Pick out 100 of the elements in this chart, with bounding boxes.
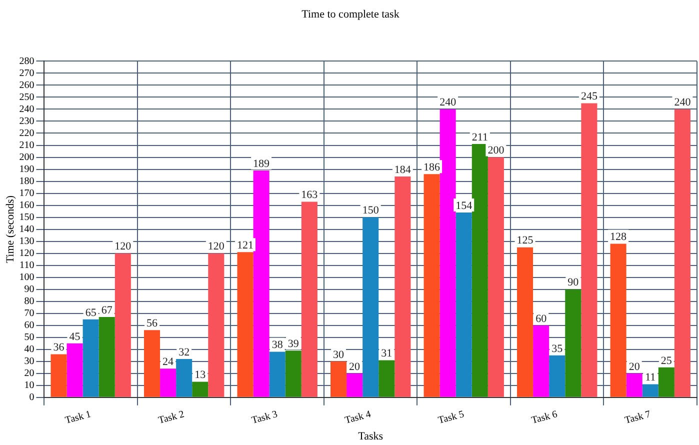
x-tick-label: Task 2 — [157, 409, 186, 426]
bar — [301, 202, 318, 397]
bar — [237, 252, 254, 397]
data-label: 211 — [472, 131, 488, 144]
y-tick-label: 70 — [24, 308, 34, 319]
x-tick-label: Task 6 — [530, 409, 559, 426]
bar — [269, 352, 286, 397]
data-label: 121 — [237, 240, 254, 252]
bar — [253, 170, 270, 397]
bar — [192, 382, 208, 397]
bar — [82, 319, 99, 397]
bar — [658, 367, 674, 397]
bar — [330, 361, 347, 397]
data-label: 240 — [440, 96, 457, 109]
x-tick-label: Task 5 — [437, 409, 466, 426]
data-label: 150 — [362, 204, 380, 217]
bar — [208, 253, 224, 397]
y-tick-label: 200 — [19, 152, 34, 163]
bar — [98, 316, 115, 397]
bar — [394, 176, 411, 397]
y-tick-label: 90 — [24, 284, 34, 295]
bar — [160, 368, 176, 397]
data-label: 186 — [424, 161, 441, 174]
chart-title: Time to complete task — [302, 8, 400, 20]
data-label: 154 — [456, 200, 473, 212]
data-label: 200 — [488, 144, 505, 157]
data-label: 20 — [628, 360, 640, 373]
bar — [488, 157, 504, 397]
y-tick-label: 40 — [24, 344, 34, 356]
data-label: 163 — [301, 189, 318, 202]
x-tick-label: Task 4 — [344, 409, 372, 426]
y-tick-label: 0 — [29, 392, 34, 404]
data-label: 184 — [394, 164, 412, 176]
bar — [346, 373, 363, 397]
data-label: 38 — [272, 339, 284, 352]
data-label: 240 — [674, 96, 692, 109]
bar — [472, 144, 488, 397]
y-tick-label: 220 — [19, 128, 34, 139]
data-label: 45 — [69, 330, 81, 343]
data-label: 32 — [178, 346, 190, 358]
y-tick-label: 120 — [19, 248, 34, 259]
y-tick-label: 20 — [24, 368, 34, 380]
data-label: 128 — [610, 231, 628, 244]
data-label: 56 — [146, 318, 158, 330]
bar — [362, 217, 379, 397]
data-label: 25 — [660, 354, 672, 367]
data-label: 189 — [253, 158, 270, 170]
data-label: 39 — [288, 338, 300, 350]
y-tick-label: 180 — [19, 176, 34, 187]
x-tick-label: Task 7 — [624, 409, 652, 426]
data-label: 67 — [101, 304, 113, 316]
bar — [378, 360, 395, 397]
y-tick-label: 280 — [19, 56, 34, 67]
data-label: 245 — [580, 90, 598, 103]
y-tick-label: 100 — [19, 272, 34, 283]
bar — [626, 373, 642, 397]
y-tick-label: 140 — [19, 224, 34, 235]
bar — [176, 358, 192, 397]
data-label: 31 — [381, 348, 392, 360]
y-tick-label: 210 — [19, 140, 34, 151]
y-tick-label: 270 — [19, 68, 34, 79]
y-tick-label: 60 — [24, 320, 34, 331]
data-label: 120 — [114, 240, 132, 253]
data-label: 65 — [85, 306, 97, 319]
bar — [533, 325, 550, 397]
data-label: 36 — [53, 342, 65, 354]
data-label: 24 — [162, 356, 174, 368]
y-tick-label: 30 — [24, 356, 34, 368]
data-label: 60 — [536, 312, 548, 325]
y-tick-label: 250 — [19, 92, 34, 103]
bar — [610, 244, 626, 397]
bar — [549, 355, 566, 397]
y-tick-label: 190 — [19, 164, 34, 175]
bar — [285, 350, 302, 397]
y-tick-label: 130 — [19, 236, 34, 247]
bar — [144, 330, 160, 397]
y-tick-label: 50 — [24, 332, 34, 344]
bar — [565, 289, 582, 397]
bar — [114, 253, 131, 397]
data-label: 35 — [552, 342, 564, 355]
bar — [517, 247, 534, 397]
y-tick-label: 260 — [19, 80, 34, 91]
y-tick-label: 240 — [19, 104, 34, 115]
data-label: 90 — [568, 276, 580, 289]
x-axis-title: Tasks — [358, 430, 384, 442]
data-label: 30 — [333, 348, 345, 361]
bar — [66, 343, 83, 397]
y-tick-label: 230 — [19, 116, 34, 127]
bar — [50, 354, 67, 397]
data-label: 11 — [645, 372, 656, 384]
bar — [424, 174, 440, 397]
y-tick-label: 150 — [19, 212, 34, 223]
y-axis-title: Time (seconds) — [4, 195, 16, 264]
bar — [456, 212, 472, 397]
bar — [674, 109, 690, 397]
data-label: 120 — [208, 240, 225, 253]
data-label: 13 — [194, 369, 206, 382]
y-tick-label: 160 — [19, 200, 34, 211]
bar — [581, 103, 598, 397]
x-tick-label: Task 3 — [250, 409, 279, 426]
